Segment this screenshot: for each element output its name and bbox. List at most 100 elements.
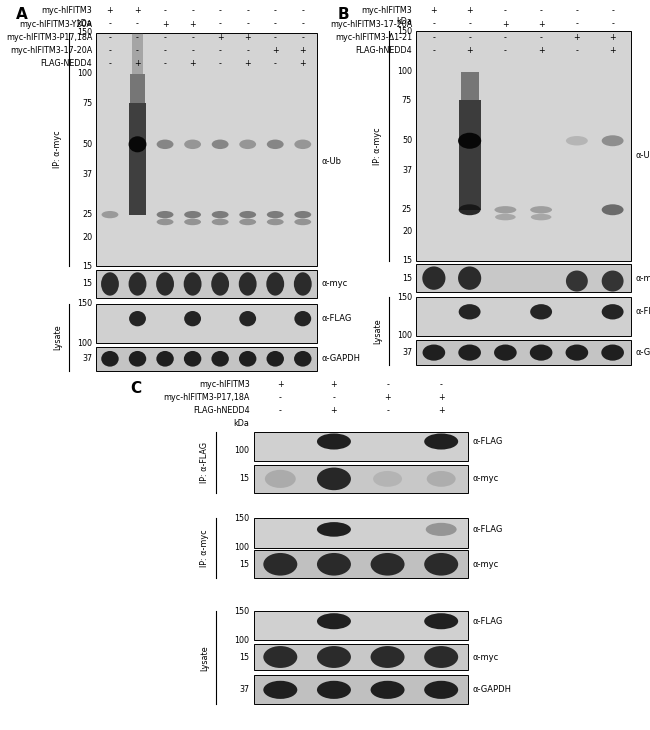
Ellipse shape [157, 139, 174, 149]
Text: -: - [432, 20, 436, 28]
Bar [131, 33, 144, 74]
Text: -: - [218, 46, 222, 55]
Text: 75: 75 [82, 99, 92, 107]
Text: 100: 100 [397, 67, 412, 76]
Text: +: + [466, 7, 473, 15]
Text: α-Ub: α-Ub [321, 158, 341, 166]
Text: myc-hIFITM3-P17,18A: myc-hIFITM3-P17,18A [163, 393, 250, 402]
Ellipse shape [101, 211, 118, 218]
Text: +: + [107, 7, 113, 15]
Ellipse shape [495, 206, 516, 213]
Text: +: + [538, 46, 545, 55]
Text: Lysate: Lysate [53, 324, 62, 350]
Text: 150: 150 [397, 27, 412, 36]
Text: IP: α-FLAG: IP: α-FLAG [200, 442, 209, 483]
Ellipse shape [129, 272, 146, 296]
Text: -: - [109, 33, 111, 42]
Text: 15: 15 [402, 256, 412, 265]
Text: 150: 150 [235, 514, 250, 523]
Text: α-FLAG: α-FLAG [473, 525, 503, 534]
Text: 50: 50 [82, 140, 92, 149]
Bar [416, 31, 630, 261]
Text: myc-hIFITM3-Δ1-21: myc-hIFITM3-Δ1-21 [335, 33, 412, 42]
Bar [254, 465, 468, 493]
Ellipse shape [101, 272, 119, 296]
Text: myc-hIFITM3: myc-hIFITM3 [199, 380, 250, 389]
Ellipse shape [129, 137, 146, 153]
Ellipse shape [239, 272, 257, 296]
Text: -: - [218, 20, 222, 28]
Text: 100: 100 [235, 543, 250, 552]
Text: 100: 100 [77, 69, 92, 79]
Ellipse shape [458, 266, 481, 290]
Text: α-myc: α-myc [473, 560, 499, 569]
Bar [129, 103, 146, 215]
Text: -: - [468, 33, 471, 42]
Text: -: - [386, 380, 389, 389]
Text: -: - [386, 407, 389, 415]
Text: -: - [611, 7, 614, 15]
Bar [254, 611, 468, 640]
Text: α-FLAG: α-FLAG [321, 314, 352, 323]
Text: +: + [331, 407, 337, 415]
Text: -: - [575, 20, 578, 28]
Text: Lysate: Lysate [200, 645, 209, 671]
Text: 37: 37 [402, 166, 412, 175]
Ellipse shape [266, 211, 283, 218]
Text: myc-hIFITM3-Y20A: myc-hIFITM3-Y20A [20, 20, 92, 28]
Ellipse shape [424, 646, 458, 668]
Ellipse shape [294, 139, 311, 149]
Text: +: + [300, 59, 306, 68]
Ellipse shape [157, 219, 174, 226]
Ellipse shape [422, 266, 445, 290]
Text: 100: 100 [77, 339, 92, 347]
Text: +: + [438, 393, 445, 402]
Ellipse shape [602, 271, 623, 291]
Ellipse shape [495, 214, 515, 220]
Text: -: - [191, 7, 194, 15]
Text: +: + [502, 20, 509, 28]
Text: α-FLAG: α-FLAG [473, 617, 503, 626]
Text: -: - [109, 46, 111, 55]
Ellipse shape [239, 351, 256, 366]
Text: -: - [575, 7, 578, 15]
Text: 25: 25 [82, 210, 92, 219]
Ellipse shape [212, 139, 229, 149]
Ellipse shape [602, 135, 623, 146]
Ellipse shape [157, 211, 174, 218]
Text: +: + [189, 59, 196, 68]
Text: -: - [504, 46, 507, 55]
Ellipse shape [566, 136, 588, 145]
Text: +: + [430, 7, 437, 15]
Ellipse shape [263, 553, 297, 575]
Ellipse shape [370, 681, 404, 699]
Ellipse shape [129, 311, 146, 326]
Bar [254, 550, 468, 578]
Text: -: - [504, 7, 507, 15]
Ellipse shape [317, 434, 351, 450]
Text: +: + [609, 46, 616, 55]
Text: 25: 25 [402, 205, 412, 215]
Text: α-Ub: α-Ub [635, 151, 650, 161]
Ellipse shape [212, 211, 229, 218]
Text: -: - [136, 20, 139, 28]
Text: 150: 150 [77, 299, 92, 308]
Text: 15: 15 [239, 560, 250, 569]
Ellipse shape [184, 311, 201, 326]
Text: -: - [191, 33, 194, 42]
Ellipse shape [211, 351, 229, 366]
Text: α-FLAG: α-FLAG [473, 437, 503, 446]
Ellipse shape [458, 133, 481, 149]
Text: +: + [331, 380, 337, 389]
Ellipse shape [184, 211, 201, 218]
Ellipse shape [530, 345, 552, 361]
Text: α-GAPDH: α-GAPDH [473, 685, 512, 694]
Text: myc-hIFITM3-17-20A: myc-hIFITM3-17-20A [330, 20, 412, 28]
Text: 15: 15 [82, 262, 92, 271]
Text: -: - [540, 33, 543, 42]
Ellipse shape [317, 613, 351, 629]
Ellipse shape [459, 304, 480, 320]
Text: -: - [136, 33, 139, 42]
Text: FLAG-hNEDD4: FLAG-hNEDD4 [356, 46, 412, 55]
Text: +: + [538, 20, 545, 28]
